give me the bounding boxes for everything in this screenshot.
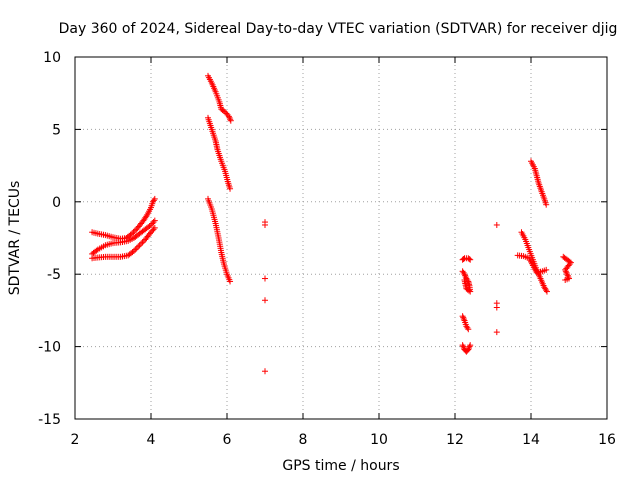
data-point bbox=[466, 343, 473, 350]
x-axis-label: GPS time / hours bbox=[282, 458, 399, 474]
data-point bbox=[462, 272, 469, 279]
data-point bbox=[562, 266, 569, 273]
data-point bbox=[467, 256, 474, 263]
data-point bbox=[140, 237, 147, 244]
data-point bbox=[227, 117, 234, 124]
y-tick-label: -10 bbox=[38, 340, 61, 356]
data-point bbox=[151, 217, 158, 224]
data-point bbox=[459, 342, 466, 349]
data-point bbox=[149, 227, 156, 234]
x-tick-label: 10 bbox=[370, 432, 388, 448]
x-tick-label: 2 bbox=[71, 432, 80, 448]
data-point bbox=[460, 314, 467, 321]
x-tick-label: 12 bbox=[446, 432, 464, 448]
data-point bbox=[465, 346, 472, 353]
data-point bbox=[461, 276, 468, 283]
data-point bbox=[93, 247, 100, 254]
data-point bbox=[262, 221, 268, 228]
data-point bbox=[460, 255, 467, 262]
data-point bbox=[562, 276, 569, 283]
y-tick-label: -5 bbox=[47, 267, 61, 283]
data-point bbox=[129, 230, 135, 237]
data-point bbox=[464, 324, 471, 331]
data-point bbox=[148, 229, 154, 236]
y-tick-label: 5 bbox=[52, 122, 61, 138]
data-point bbox=[262, 275, 268, 282]
data-point bbox=[226, 114, 233, 121]
data-point bbox=[138, 240, 145, 247]
data-point bbox=[465, 345, 472, 352]
data-point bbox=[460, 316, 467, 323]
data-point bbox=[493, 329, 500, 336]
data-point bbox=[223, 110, 230, 117]
y-tick-labels: -15 -10 -5 0 5 10 bbox=[38, 50, 61, 428]
data-point bbox=[150, 219, 157, 226]
data-point bbox=[135, 243, 142, 250]
data-point bbox=[262, 297, 268, 304]
data-point bbox=[225, 113, 232, 120]
y-tick-label: 0 bbox=[52, 195, 61, 211]
data-point bbox=[543, 266, 550, 273]
data-point bbox=[461, 271, 468, 278]
data-point bbox=[227, 185, 234, 192]
x-tick-label: 6 bbox=[223, 432, 232, 448]
y-axis-label: SDTVAR / TECUs bbox=[7, 181, 23, 296]
data-point bbox=[467, 342, 474, 349]
x-tick-label: 8 bbox=[299, 432, 308, 448]
data-point bbox=[493, 221, 500, 228]
data-point bbox=[460, 343, 467, 350]
data-points bbox=[89, 72, 574, 375]
data-point bbox=[564, 272, 571, 279]
data-point bbox=[139, 239, 146, 246]
plot-frame bbox=[74, 56, 608, 420]
chart-title: Day 360 of 2024, Sidereal Day-to-day VTE… bbox=[59, 21, 618, 37]
x-tick-labels: 2 4 6 8 10 12 14 16 bbox=[71, 432, 616, 448]
data-point bbox=[146, 223, 153, 230]
data-point bbox=[148, 221, 154, 228]
data-point bbox=[150, 226, 157, 233]
data-point bbox=[222, 109, 229, 116]
y-tick-label: -15 bbox=[38, 412, 61, 428]
data-point bbox=[543, 288, 550, 295]
x-tick-label: 16 bbox=[598, 432, 616, 448]
data-point bbox=[127, 231, 134, 238]
y-tick-label: 10 bbox=[43, 50, 61, 66]
data-point bbox=[262, 368, 268, 375]
data-point bbox=[227, 116, 234, 123]
data-point bbox=[563, 269, 570, 276]
data-point bbox=[493, 304, 500, 311]
data-point bbox=[227, 278, 234, 285]
data-point bbox=[466, 255, 473, 262]
data-point bbox=[129, 249, 136, 256]
data-point bbox=[151, 195, 158, 202]
data-point bbox=[149, 220, 156, 227]
x-tick-label: 4 bbox=[147, 432, 156, 448]
data-point bbox=[151, 224, 158, 231]
data-point bbox=[564, 271, 571, 278]
x-tick-label: 14 bbox=[522, 432, 540, 448]
data-point bbox=[562, 268, 569, 275]
data-point bbox=[136, 242, 143, 249]
data-point bbox=[131, 227, 138, 234]
data-point bbox=[132, 246, 139, 253]
data-point bbox=[143, 213, 150, 220]
data-point bbox=[543, 287, 550, 294]
data-point bbox=[133, 226, 140, 233]
data-point bbox=[459, 313, 466, 320]
data-point bbox=[130, 248, 137, 255]
data-point bbox=[130, 229, 137, 236]
data-point bbox=[465, 326, 472, 333]
data-point bbox=[133, 245, 140, 252]
data-point bbox=[150, 197, 157, 204]
data-point bbox=[543, 201, 550, 208]
